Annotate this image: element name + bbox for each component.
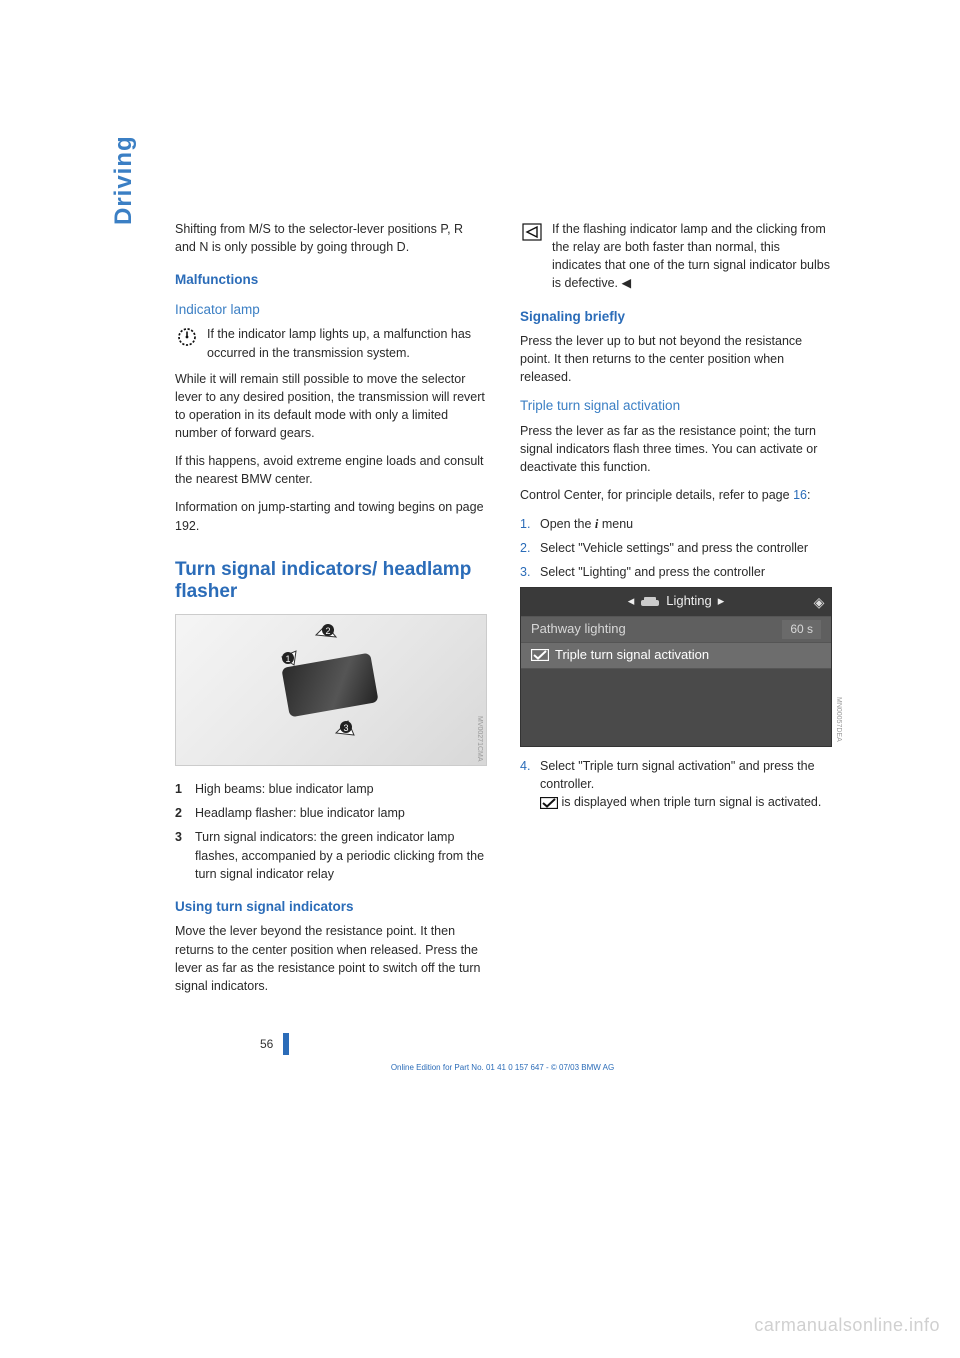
check-box-icon (531, 649, 549, 661)
step-text: Select "Vehicle settings" and press the … (540, 539, 808, 557)
paragraph: While it will remain still possible to m… (175, 370, 485, 443)
footer-text: Online Edition for Part No. 01 41 0 157 … (175, 1063, 830, 1072)
page-number-bar: 56 (260, 1033, 830, 1055)
page-ref-link: 16 (793, 488, 807, 502)
page-number: 56 (260, 1037, 273, 1051)
scroll-indicator-icon: ◈ (807, 588, 831, 616)
heading-using-turn: Using turn signal indicators (175, 897, 485, 917)
note-text: If the flashing indicator lamp and the c… (552, 220, 830, 293)
idrive-row-label: Pathway lighting (531, 620, 626, 639)
svg-text:3: 3 (343, 723, 348, 733)
heading-indicator-lamp: Indicator lamp (175, 300, 485, 320)
idrive-screenshot: ◂ Lighting ▸ ◈ Pathway lighting 60 s (520, 587, 832, 747)
legend-item: 2Headlamp flasher: blue indicator lamp (175, 804, 485, 822)
step-number: 4. (520, 757, 540, 811)
paragraph: If this happens, avoid extreme engine lo… (175, 452, 485, 488)
paragraph: Control Center, for principle details, r… (520, 486, 830, 504)
heading-turn-signals: Turn signal indicators/ headlamp flasher (175, 559, 485, 605)
idrive-row-value: 60 s (782, 620, 821, 639)
step-item: 2. Select "Vehicle settings" and press t… (520, 539, 830, 557)
warning-gear-icon (175, 325, 199, 349)
watermark: carmanualsonline.info (754, 1315, 940, 1336)
step-text: Select "Lighting" and press the controll… (540, 563, 765, 581)
right-column: If the flashing indicator lamp and the c… (520, 220, 830, 1005)
step-list: 1. Open the i menu 2. Select "Vehicle se… (520, 515, 830, 581)
step-list: 4. Select "Triple turn signal activation… (520, 757, 830, 811)
figure-credit: MV00271CMA (474, 716, 484, 762)
legend-number: 1 (175, 780, 195, 798)
paragraph: Shifting from M/S to the selector-lever … (175, 220, 485, 256)
note-triangle-icon (520, 220, 544, 244)
indicator-lamp-text: If the indicator lamp lights up, a malfu… (207, 325, 485, 361)
page-marker-icon (283, 1033, 289, 1055)
car-icon (640, 595, 660, 609)
svg-text:1: 1 (285, 654, 290, 664)
step-item: 1. Open the i menu (520, 515, 830, 533)
section-label: Driving (110, 135, 138, 225)
idrive-title: Lighting (666, 592, 712, 611)
legend-text: Headlamp flasher: blue indicator lamp (195, 804, 405, 822)
legend-number: 3 (175, 828, 195, 882)
idrive-row-triple: Triple turn signal activation (521, 643, 831, 669)
check-box-icon (540, 797, 558, 809)
step-item: 3. Select "Lighting" and press the contr… (520, 563, 830, 581)
step-number: 3. (520, 563, 540, 581)
lever-figure: 2 1 3 MV00271CMA (175, 614, 487, 766)
heading-malfunctions: Malfunctions (175, 270, 485, 290)
idrive-row-pathway: Pathway lighting 60 s (521, 617, 831, 643)
paragraph: Move the lever beyond the resistance poi… (175, 922, 485, 995)
idrive-header: ◂ Lighting ▸ (521, 588, 831, 617)
legend-item: 3Turn signal indicators: the green indic… (175, 828, 485, 882)
legend-list: 1High beams: blue indicator lamp 2Headla… (175, 780, 485, 883)
step-number: 2. (520, 539, 540, 557)
arrow-left-icon: ◂ (628, 592, 635, 611)
legend-text: High beams: blue indicator lamp (195, 780, 374, 798)
paragraph: Press the lever as far as the resistance… (520, 422, 830, 476)
step-text: Open the i menu (540, 515, 633, 533)
figure-credit: MN00057DEA (833, 697, 843, 742)
step-number: 1. (520, 515, 540, 533)
idrive-row-label: Triple turn signal activation (555, 646, 709, 665)
legend-number: 2 (175, 804, 195, 822)
step-item: 4. Select "Triple turn signal activation… (520, 757, 830, 811)
legend-item: 1High beams: blue indicator lamp (175, 780, 485, 798)
svg-text:2: 2 (325, 626, 330, 636)
paragraph: Information on jump-starting and towing … (175, 498, 485, 534)
arrow-right-icon: ▸ (718, 592, 725, 611)
step-text: Select "Triple turn signal activation" a… (540, 757, 830, 811)
paragraph: Press the lever up to but not beyond the… (520, 332, 830, 386)
heading-signal-briefly: Signaling briefly (520, 307, 830, 327)
heading-triple-turn: Triple turn signal activation (520, 396, 830, 416)
left-column: Shifting from M/S to the selector-lever … (175, 220, 485, 1005)
legend-text: Turn signal indicators: the green indica… (195, 828, 485, 882)
